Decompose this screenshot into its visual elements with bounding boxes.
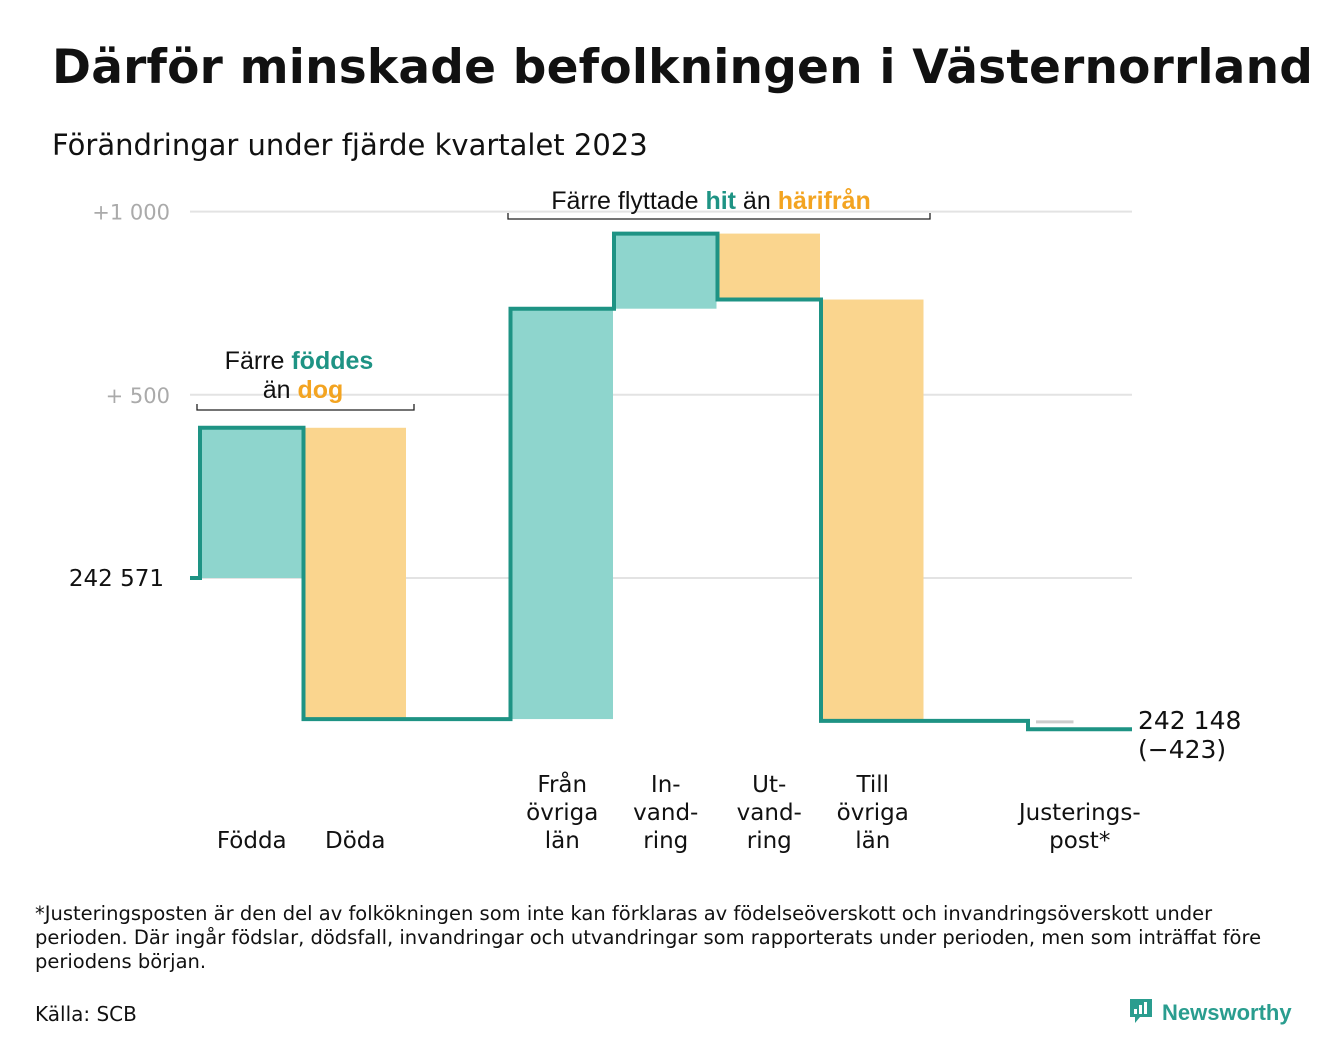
x-tick-label: Från xyxy=(537,770,587,798)
x-axis-labels: Födda DödaFrånövrigalänIn-vand-ringUt-van… xyxy=(217,770,1141,854)
x-tick-label: ring xyxy=(643,828,688,854)
y-tick-label: + 500 xyxy=(106,384,170,408)
footnote: *Justeringsposten är den del av folkökni… xyxy=(35,902,1262,973)
annotation-births-line2: än dog xyxy=(263,376,344,404)
bar-increase xyxy=(511,308,613,720)
bars-layer xyxy=(201,233,1074,724)
end-value-label: 242 148 xyxy=(1138,706,1241,735)
bar-decrease xyxy=(822,299,924,721)
x-tick-label: övriga xyxy=(526,800,598,826)
bar-increase xyxy=(615,233,717,309)
chart-title: Därför minskade befolkningen i Västernor… xyxy=(52,40,1314,95)
x-tick-label: Födda xyxy=(217,828,287,854)
x-tick-label: län xyxy=(545,828,580,854)
annotation-moves-bracket xyxy=(507,213,931,220)
newsworthy-logo-text: Newsworthy xyxy=(1162,1000,1292,1025)
newsworthy-logo[interactable]: Newsworthy xyxy=(1128,997,1292,1029)
end-change-label: (−423) xyxy=(1138,735,1226,764)
bar-increase xyxy=(201,427,303,578)
x-tick-label: In- xyxy=(651,772,681,798)
chart-subtitle: Förändringar under fjärde kvartalet 2023 xyxy=(52,128,648,162)
waterfall-chart: 242 571+ 500+1 000 Födda DödaFrånövrigalä… xyxy=(69,187,1242,854)
newsworthy-logo-icon xyxy=(1128,997,1154,1029)
annotation-moves: Färre flyttade hit än härifrån xyxy=(551,187,871,215)
x-tick-label: vand- xyxy=(633,800,698,826)
running-total-line xyxy=(190,231,1132,732)
annotation-births-bracket xyxy=(196,404,415,411)
x-tick-label: Justerings- xyxy=(1017,800,1141,826)
bar-decrease xyxy=(304,427,406,720)
annotation-births-line1: Färre föddes xyxy=(225,347,374,375)
start-value-label: 242 571 xyxy=(69,566,164,592)
x-tick-label: övriga xyxy=(837,800,909,826)
x-tick-label: län xyxy=(855,828,890,854)
y-axis-ticks: 242 571 + 500 +1 000 xyxy=(69,201,170,592)
y-tick-label: +1 000 xyxy=(92,201,170,225)
x-tick-label: Döda xyxy=(325,828,385,854)
x-tick-label: Ut- xyxy=(752,772,786,798)
x-tick-label: vand- xyxy=(737,800,802,826)
end-value-layer: 242 148(−423) xyxy=(1138,706,1241,764)
bar-decrease xyxy=(718,233,820,300)
step-line-layer xyxy=(190,231,1132,732)
x-tick-label: post* xyxy=(1049,828,1110,854)
x-tick-label: ring xyxy=(747,828,792,854)
source-text: Källa: SCB xyxy=(35,1002,137,1026)
x-tick-label: Till xyxy=(855,772,889,798)
